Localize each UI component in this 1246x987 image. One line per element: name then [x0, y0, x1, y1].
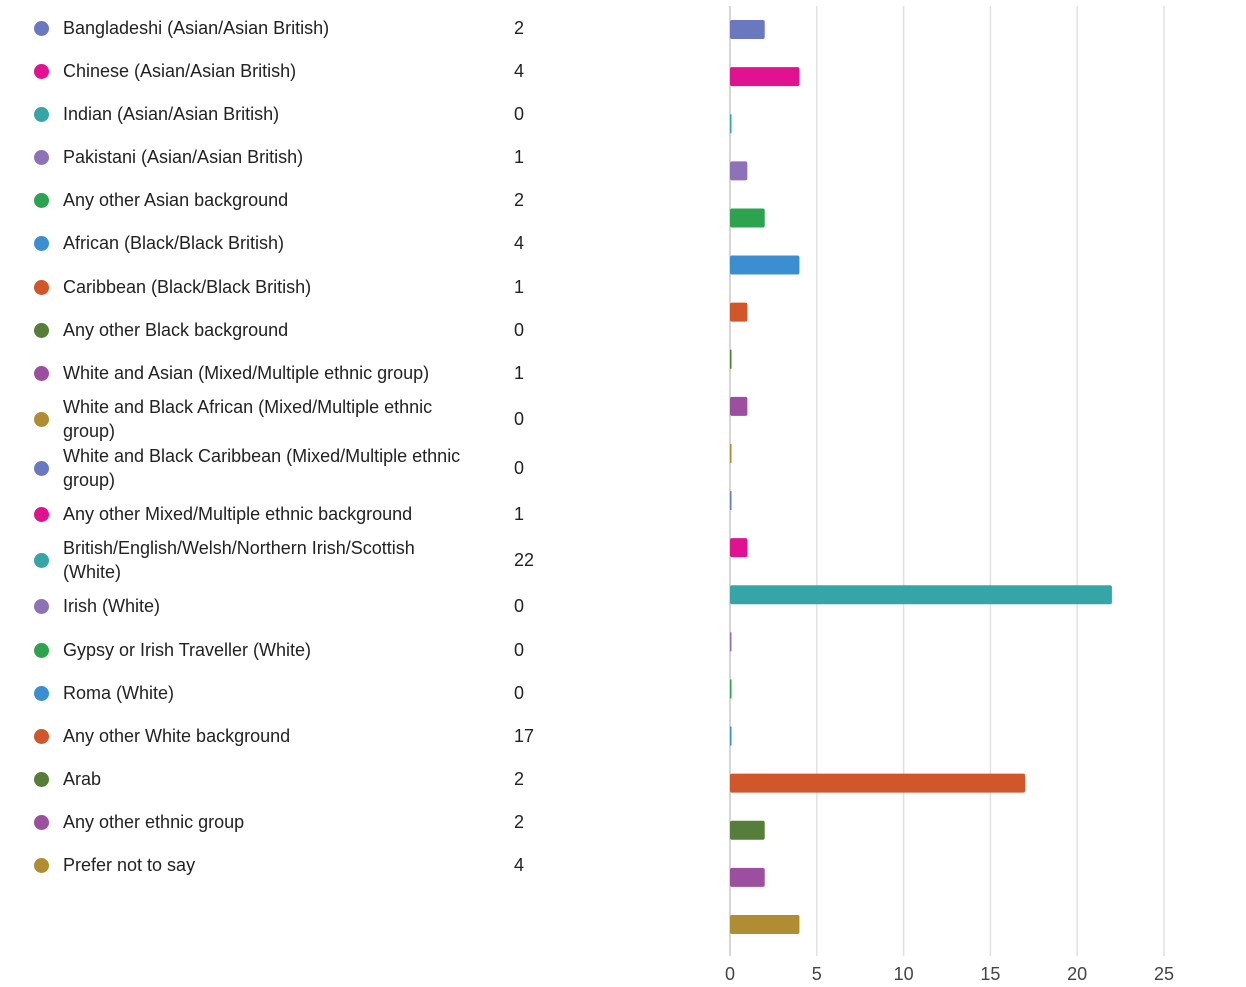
legend-label: Prefer not to say — [63, 854, 196, 875]
legend-swatch — [34, 106, 49, 122]
legend-count: 1 — [514, 147, 525, 167]
legend-swatch — [34, 460, 49, 476]
bar[interactable] — [730, 20, 765, 40]
legend-swatch — [34, 552, 49, 568]
legend-swatch — [34, 279, 49, 295]
legend-swatch — [34, 685, 49, 701]
legend-swatch — [34, 20, 49, 36]
legend-swatch — [34, 322, 49, 338]
legend-count: 0 — [514, 640, 525, 660]
legend-label: Irish (White) — [63, 595, 161, 616]
x-tick-label: 10 — [894, 964, 914, 984]
legend-count: 1 — [514, 277, 525, 297]
legend-count: 4 — [514, 855, 525, 875]
legend-label: Arab — [63, 768, 102, 789]
legend-label: Chinese (Asian/Asian British) — [63, 60, 297, 81]
legend-count: 4 — [514, 233, 525, 253]
legend-swatch — [34, 771, 49, 787]
legend-count: 0 — [514, 683, 525, 703]
legend-swatch — [34, 235, 49, 251]
bar[interactable] — [730, 114, 732, 134]
legend-swatch — [34, 192, 49, 208]
bar[interactable] — [730, 726, 732, 746]
legend-count: 2 — [514, 812, 525, 832]
legend-swatch — [34, 642, 49, 658]
x-tick-label: 0 — [725, 964, 735, 984]
bar[interactable] — [730, 491, 732, 511]
bar[interactable] — [730, 632, 732, 652]
legend-label: Any other Asian background — [63, 189, 289, 210]
legend-label: Any other Black background — [63, 319, 289, 340]
legend-label: Pakistani (Asian/Asian British) — [63, 146, 304, 167]
bar[interactable] — [730, 867, 765, 887]
bar[interactable] — [730, 208, 765, 228]
bar[interactable] — [730, 161, 748, 181]
legend-count: 22 — [514, 550, 535, 570]
legend-count: 4 — [514, 61, 525, 81]
legend-label: Caribbean (Black/Black British) — [63, 276, 312, 297]
legend-count: 2 — [514, 190, 525, 210]
x-tick-label: 25 — [1154, 964, 1174, 984]
legend-count: 17 — [514, 726, 535, 746]
x-tick-label: 5 — [812, 964, 822, 984]
legend-swatch — [34, 365, 49, 381]
bar[interactable] — [730, 443, 732, 463]
legend-swatch — [34, 814, 49, 830]
bar[interactable] — [730, 396, 748, 416]
legend-count: 0 — [514, 320, 525, 340]
legend-label: White and Black African (Mixed/Multiple … — [63, 396, 433, 442]
bar[interactable] — [730, 255, 800, 275]
legend-label: British/English/Welsh/Northern Irish/Sco… — [63, 537, 415, 583]
legend-count: 0 — [514, 596, 525, 616]
legend-label: Roma (White) — [63, 682, 175, 703]
x-tick-label: 20 — [1067, 964, 1087, 984]
bar[interactable] — [730, 773, 1026, 793]
bar[interactable] — [730, 585, 1112, 605]
legend-count: 0 — [514, 104, 525, 124]
legend-count: 0 — [514, 458, 525, 478]
legend-count: 1 — [514, 363, 525, 383]
legend-label: White and Black Caribbean (Mixed/Multipl… — [63, 445, 461, 491]
legend-label: Any other White background — [63, 725, 291, 746]
legend-label: Indian (Asian/Asian British) — [63, 103, 280, 124]
legend-label: Any other Mixed/Multiple ethnic backgrou… — [63, 503, 413, 524]
legend-swatch — [34, 728, 49, 744]
bar[interactable] — [730, 302, 748, 322]
bar[interactable] — [730, 67, 800, 87]
bar[interactable] — [730, 820, 765, 840]
bar[interactable] — [730, 538, 748, 558]
bar[interactable] — [730, 914, 800, 934]
bar[interactable] — [730, 679, 732, 699]
legend-swatch — [34, 411, 49, 427]
legend-swatch — [34, 149, 49, 165]
legend-swatch — [34, 857, 49, 873]
legend-label: White and Asian (Mixed/Multiple ethnic g… — [63, 362, 430, 383]
legend-label: Bangladeshi (Asian/Asian British) — [63, 17, 330, 38]
legend-label: African (Black/Black British) — [63, 232, 285, 253]
legend-label: Gypsy or Irish Traveller (White) — [63, 639, 312, 660]
legend-count: 2 — [514, 18, 525, 38]
legend-count: 1 — [514, 504, 525, 524]
legend: Bangladeshi (Asian/Asian British) 2 Chines… — [0, 0, 560, 987]
legend-count: 2 — [514, 769, 525, 789]
legend-swatch — [34, 506, 49, 522]
legend-label: Any other ethnic group — [63, 811, 245, 832]
legend-count: 0 — [514, 409, 525, 429]
legend-swatch — [34, 63, 49, 79]
legend-swatch — [34, 598, 49, 614]
bar[interactable] — [730, 349, 732, 369]
x-tick-label: 15 — [980, 964, 1000, 984]
